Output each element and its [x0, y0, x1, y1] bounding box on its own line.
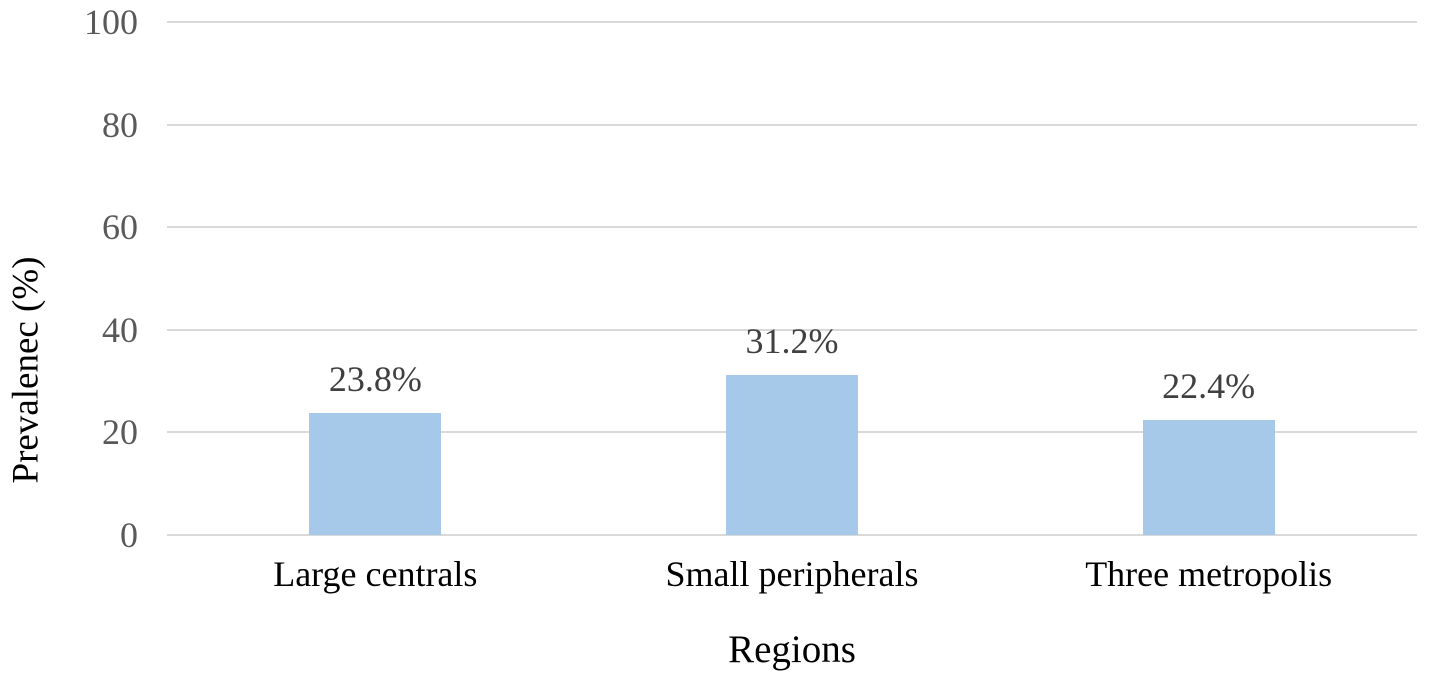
y-axis-tick-label: 20 — [102, 412, 138, 453]
bar-value-label: 31.2% — [745, 320, 839, 361]
gridline — [167, 534, 1417, 536]
bar-value-label: 23.8% — [328, 358, 422, 399]
y-axis-tick-label: 100 — [84, 2, 138, 42]
gridline — [167, 123, 1417, 126]
y-axis-tick-label: 40 — [102, 309, 138, 350]
gridline — [167, 226, 1417, 229]
bar — [1142, 420, 1275, 535]
x-axis-title: Regions — [728, 628, 856, 671]
plot-area — [167, 21, 1417, 536]
bar — [309, 412, 442, 535]
bar-value-label: 22.4% — [1162, 366, 1256, 407]
y-axis-tick-label: 80 — [102, 104, 138, 145]
y-axis-title: Prevalenec (%) — [5, 256, 47, 484]
gridline — [167, 328, 1417, 331]
bar — [726, 374, 858, 535]
gridline — [167, 21, 1417, 23]
x-category-label: Three metropolis — [1085, 554, 1333, 594]
x-category-label: Large centrals — [273, 554, 478, 594]
x-category-label: Small peripherals — [665, 554, 919, 594]
y-axis-tick-label: 0 — [120, 515, 138, 555]
y-axis-tick-label: 60 — [102, 207, 138, 248]
